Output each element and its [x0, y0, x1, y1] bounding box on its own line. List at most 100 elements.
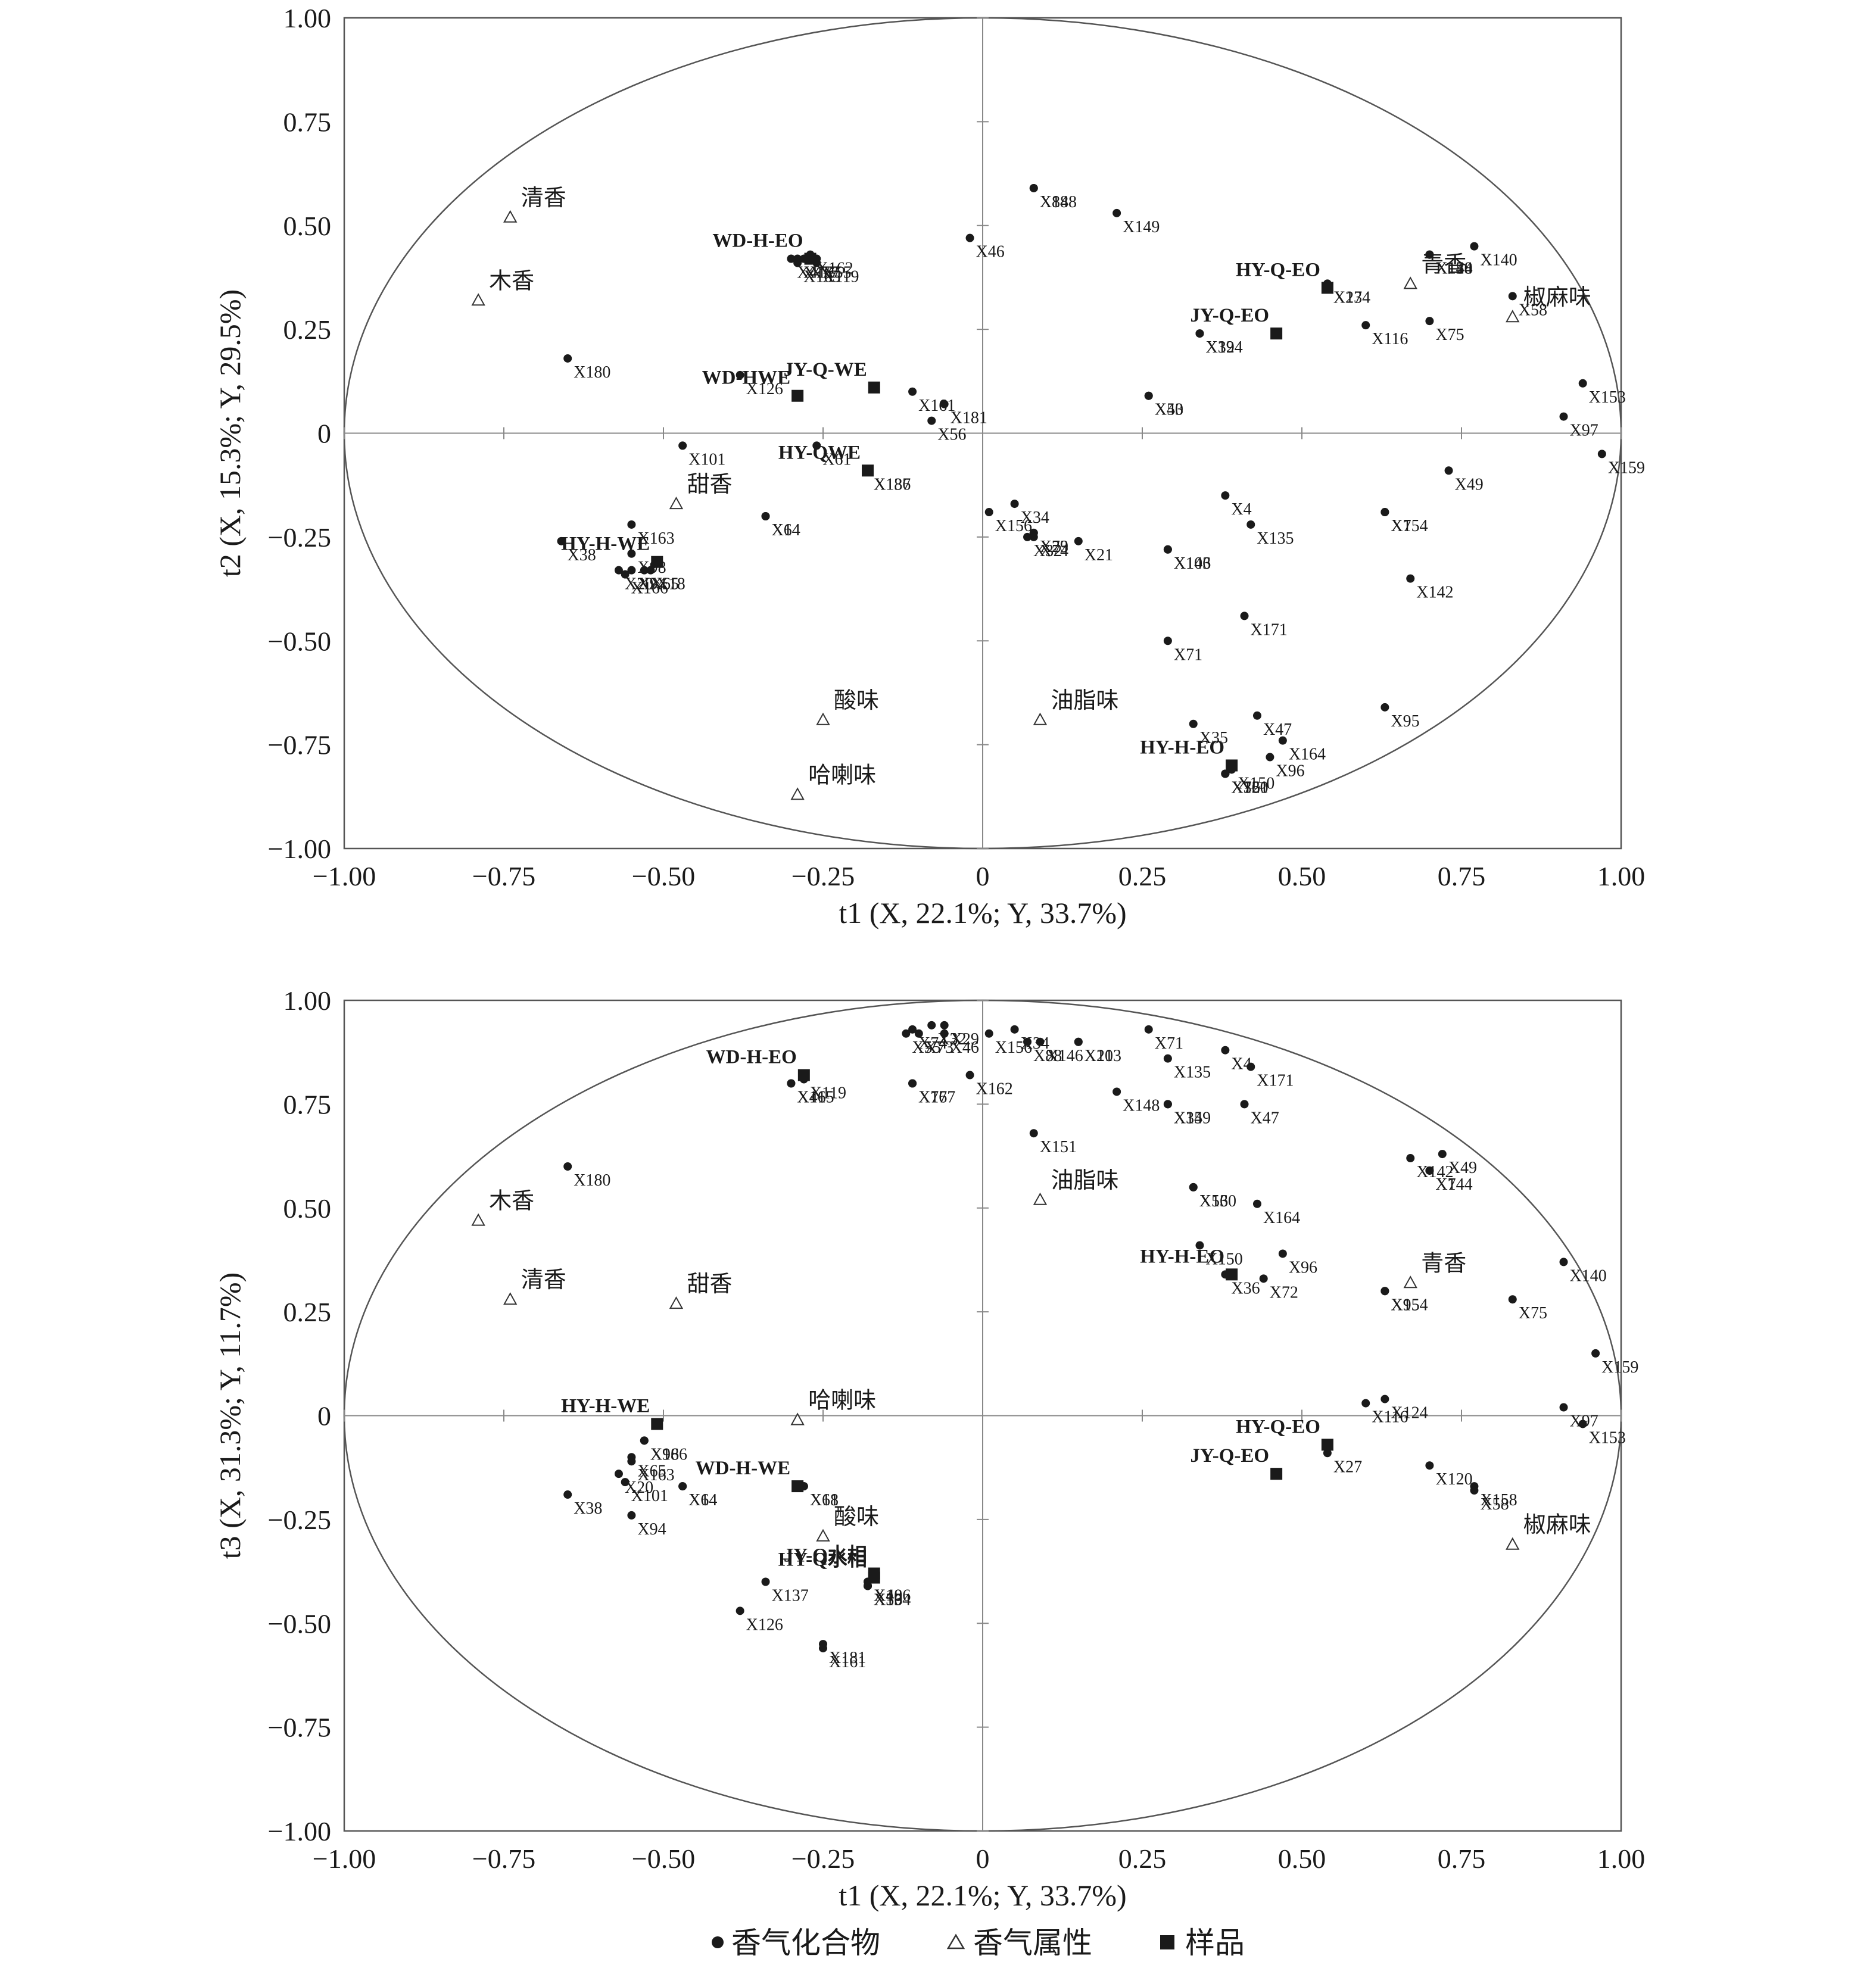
compound-label: X159: [1608, 458, 1645, 477]
compound-label: X135: [1174, 1063, 1211, 1082]
compound-point: [627, 1511, 636, 1520]
attribute-label: 油脂味: [1051, 688, 1118, 713]
attribute-label: 椒麻味: [1523, 285, 1591, 310]
attribute-point: [1033, 712, 1048, 725]
compound-label: X160: [1199, 1192, 1236, 1211]
sample-point: [862, 464, 874, 477]
compound-label: X144: [1435, 1175, 1472, 1194]
sample-point: [1270, 327, 1283, 340]
compound-label: X46: [951, 1038, 979, 1057]
compound-point: [1074, 1037, 1083, 1046]
compound-label: X95: [1391, 1296, 1419, 1314]
sample-label: JY-Q-EO: [1190, 1445, 1269, 1467]
compound-label: X154: [1391, 517, 1428, 535]
compound-label: X120: [1435, 260, 1472, 278]
compound-point: [1406, 1154, 1415, 1163]
compound-label: X163: [637, 529, 674, 548]
compound-label: X126: [746, 380, 783, 398]
legend-sample-label: 样品: [1185, 1926, 1245, 1960]
y-tick-label: −1.00: [268, 1816, 331, 1846]
compound-point: [761, 1577, 770, 1586]
compound-point: [1252, 711, 1261, 720]
compound-point: [1380, 1287, 1389, 1296]
compound-point: [1380, 1395, 1389, 1403]
compound-label: X120: [1435, 1470, 1472, 1489]
compound-point: [1144, 391, 1153, 400]
compound-label: X95: [1391, 712, 1419, 731]
y-tick-label: 1.00: [283, 3, 332, 33]
compound-point: [1010, 1025, 1019, 1034]
x-tick-label: −0.75: [472, 1843, 535, 1874]
compound-label: X97: [1570, 422, 1598, 440]
compound-point: [1246, 1062, 1255, 1071]
sample-point: [804, 252, 817, 265]
compound-point: [819, 1644, 827, 1653]
compound-label: X164: [1263, 1209, 1300, 1227]
compound-label: X35: [1199, 729, 1228, 747]
compound-point: [563, 1162, 572, 1171]
compound-label: X135: [1257, 529, 1294, 548]
compound-point: [940, 1021, 949, 1030]
compound-label: X4: [1231, 500, 1251, 519]
y-axis-title: t2 (X, 15.3%; Y, 29.5%): [213, 289, 247, 577]
y-tick-label: −0.75: [268, 730, 331, 760]
legend-compound-marker: [712, 1936, 724, 1948]
attribute-point: [1403, 276, 1417, 289]
sample-label: HY-Q水相: [778, 1549, 867, 1571]
compound-label: X21: [1085, 546, 1113, 564]
compound-label: X47: [1263, 720, 1292, 739]
attribute-point: [790, 787, 805, 800]
compound-point: [1246, 520, 1255, 529]
compound-label: X39: [874, 1590, 902, 1609]
y-tick-label: −0.75: [268, 1712, 331, 1743]
attribute-point: [1033, 1192, 1048, 1205]
x-tick-label: −1.00: [313, 1843, 376, 1874]
compound-point: [563, 354, 572, 363]
sample-label: WD-H-EO: [706, 1047, 797, 1068]
compound-label: X41: [797, 264, 825, 282]
compound-point: [563, 1490, 572, 1499]
compound-point: [1221, 491, 1230, 500]
compound-point: [1252, 1199, 1261, 1208]
compound-label: X156: [995, 517, 1032, 535]
attribute-label: 酸味: [834, 688, 879, 713]
compound-point: [627, 566, 636, 575]
attribute-label: 哈喇味: [808, 763, 876, 788]
attribute-label: 油脂味: [1051, 1168, 1118, 1193]
compound-label: X64: [772, 521, 800, 539]
compound-label: X167: [803, 264, 840, 282]
compound-label: X61: [810, 1491, 839, 1509]
compound-label: X72: [1270, 1283, 1298, 1302]
compound-point: [1221, 1046, 1230, 1055]
compound-label: X94: [637, 1520, 666, 1539]
compound-label: X35: [1174, 1109, 1202, 1127]
compound-label: X119: [810, 1084, 846, 1103]
attribute-label: 清香: [521, 1268, 566, 1293]
compound-label: X116: [1372, 1408, 1408, 1427]
compound-label: X137: [772, 1587, 809, 1605]
compound-point: [787, 254, 796, 263]
compound-label: X142: [1416, 1163, 1453, 1181]
compound-point: [646, 566, 655, 575]
compound-point: [1010, 500, 1019, 509]
compound-point: [1023, 532, 1032, 541]
x-tick-label: −0.50: [632, 1843, 695, 1874]
compound-label: X124: [1391, 1404, 1428, 1423]
sample-label: WD-HWE: [702, 367, 791, 389]
compound-label: X77: [918, 1088, 947, 1107]
compound-label: X96: [1276, 762, 1304, 781]
compound-point: [1425, 1461, 1434, 1470]
compound-label: X58: [1519, 301, 1547, 319]
compound-label: X94: [637, 575, 666, 594]
compound-point: [621, 570, 630, 579]
compound-label: X29: [1040, 538, 1068, 556]
attribute-point: [816, 712, 830, 725]
compound-label: X40: [1155, 401, 1183, 419]
compound-label: X61: [822, 450, 851, 469]
compound-label: X39: [1205, 338, 1234, 357]
compound-point: [1163, 637, 1172, 645]
compound-point: [1259, 1274, 1268, 1283]
compound-label: X53: [1199, 1192, 1228, 1211]
compound-label: X49: [1455, 475, 1484, 494]
